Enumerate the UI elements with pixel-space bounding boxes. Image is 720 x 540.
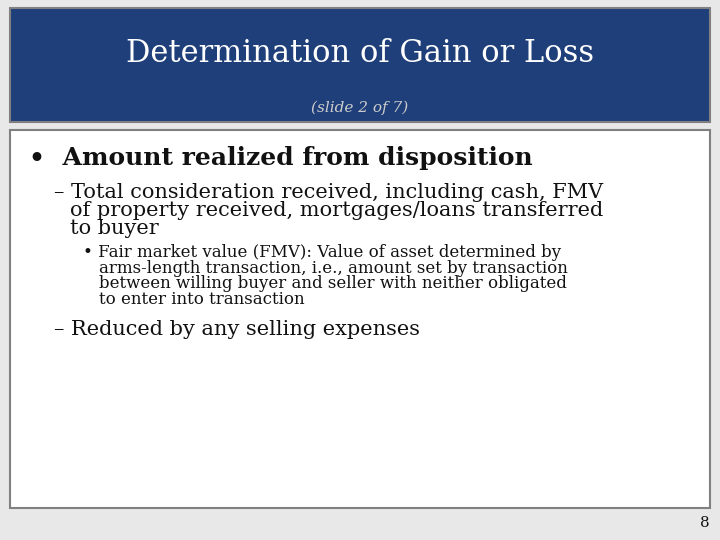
Text: of property received, mortgages/loans transferred: of property received, mortgages/loans tr…: [70, 201, 603, 220]
FancyBboxPatch shape: [10, 130, 710, 508]
Text: arms-length transaction, i.e., amount set by transaction: arms-length transaction, i.e., amount se…: [99, 260, 568, 277]
Text: (slide 2 of 7): (slide 2 of 7): [311, 101, 409, 115]
Text: to buyer: to buyer: [70, 219, 158, 238]
Text: • Fair market value (FMV): Value of asset determined by: • Fair market value (FMV): Value of asse…: [83, 244, 561, 261]
Text: to enter into transaction: to enter into transaction: [99, 291, 305, 307]
Text: – Total consideration received, including cash, FMV: – Total consideration received, includin…: [54, 183, 603, 201]
Text: – Reduced by any selling expenses: – Reduced by any selling expenses: [54, 320, 420, 339]
Text: Determination of Gain or Loss: Determination of Gain or Loss: [126, 38, 594, 70]
Text: between willing buyer and seller with neither obligated: between willing buyer and seller with ne…: [99, 275, 567, 292]
FancyBboxPatch shape: [10, 8, 710, 122]
Text: •  Amount realized from disposition: • Amount realized from disposition: [29, 146, 533, 170]
Text: 8: 8: [700, 516, 709, 530]
